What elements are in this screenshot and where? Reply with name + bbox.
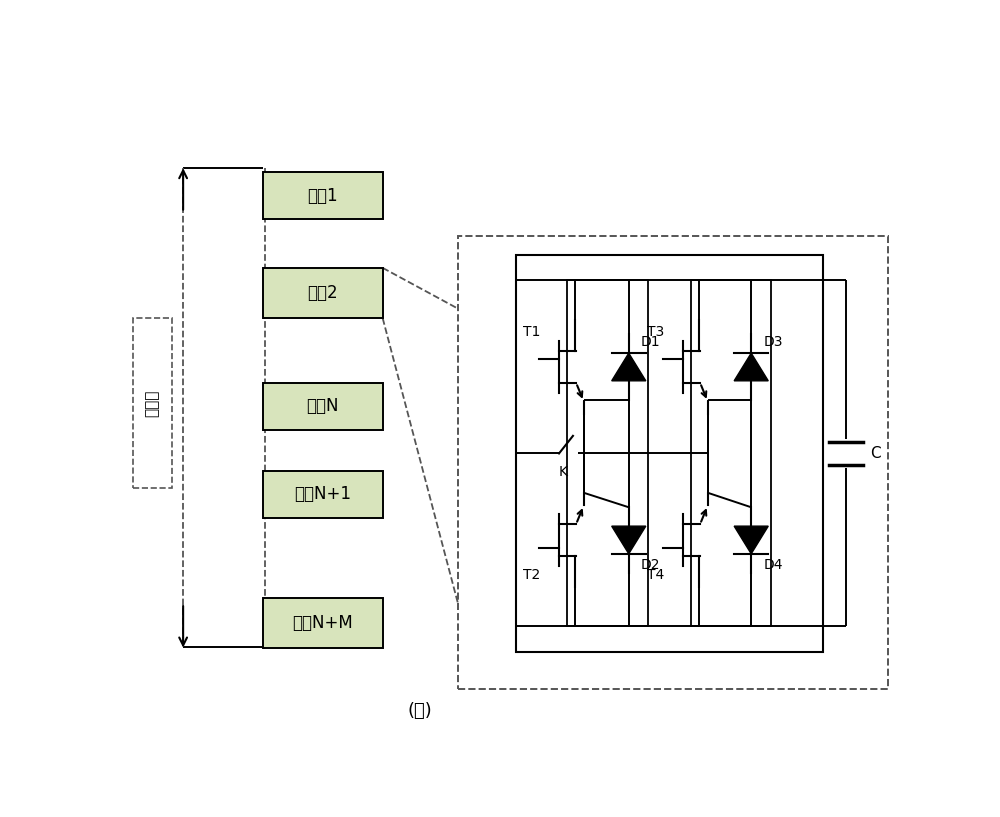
Bar [263,172,383,219]
Text: K: K [558,466,567,480]
Bar [263,382,383,430]
Text: T4: T4 [647,568,664,582]
Text: 模块N+M: 模块N+M [292,614,353,632]
Bar [516,256,822,652]
Bar [567,280,648,627]
Text: T1: T1 [523,325,541,339]
Text: 交流侧: 交流侧 [145,390,160,417]
Bar [263,598,383,649]
Bar [458,236,888,690]
Text: 模块N: 模块N [306,397,339,415]
Polygon shape [734,526,768,554]
Text: T3: T3 [647,325,664,339]
Bar [133,319,172,488]
Text: D1: D1 [641,335,660,349]
Text: D2: D2 [641,558,660,572]
Text: T2: T2 [523,568,540,582]
Bar [263,471,383,518]
Text: C: C [870,446,881,461]
Bar [263,268,383,319]
Text: 模块N+1: 模块N+1 [294,485,351,503]
Text: 模块2: 模块2 [307,284,338,302]
Polygon shape [612,353,646,381]
Text: D4: D4 [763,558,783,572]
Polygon shape [612,526,646,554]
Polygon shape [734,353,768,381]
Text: (ｂ): (ｂ) [407,703,432,721]
Text: D3: D3 [763,335,783,349]
Bar [691,280,771,627]
Text: 模块1: 模块1 [307,186,338,204]
